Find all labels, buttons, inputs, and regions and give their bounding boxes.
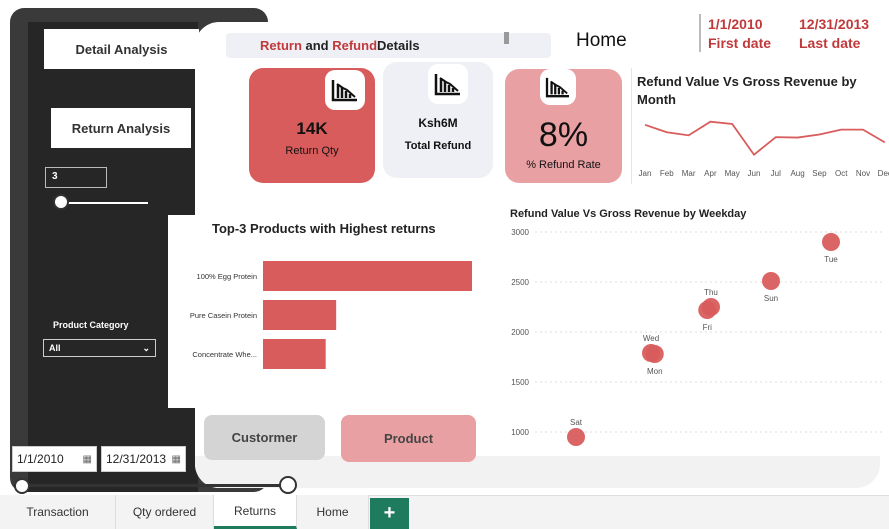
tab-returns[interactable]: Returns [214,495,297,529]
title-details: Details [377,38,420,53]
product-category-select[interactable]: All ⌄ [43,339,156,357]
date-divider [699,14,701,52]
month-tick-label: Aug [790,169,804,178]
tab-home[interactable]: Home [297,495,369,529]
month-tick-label: Jun [748,169,761,178]
start-date-text: 1/1/2010 [17,452,64,466]
point-label: Mon [647,367,663,376]
weekday-point [762,272,780,290]
title-refund: Refund [332,38,378,53]
month-tick-label: Jul [771,169,781,178]
add-page-button[interactable]: + [370,498,409,529]
product-label: Pure Casein Protein [190,311,257,320]
point-label: Wed [643,334,659,343]
end-date-text: 12/31/2013 [106,452,167,466]
calendar-icon[interactable]: ▦ [82,453,92,465]
month-tick-label: Feb [660,169,674,178]
title-and: and [301,38,333,53]
top-n-slider-handle[interactable] [53,194,69,210]
product-bar [263,300,337,330]
product-label: Concentrate Whe... [192,350,257,359]
calendar-icon[interactable]: ▦ [171,453,181,465]
y-tick-label: 3000 [511,228,529,237]
refund-rate-label: % Refund Rate [526,159,601,171]
refund-rate-value: 8% [538,116,589,154]
product-label: 100% Egg Protein [197,272,257,281]
point-label: Tue [824,255,838,264]
end-date-input[interactable]: 12/31/2013 ▦ [101,446,186,472]
date-range-slider-track[interactable] [22,484,288,487]
start-date-input[interactable]: 1/1/2010 ▦ [12,446,97,472]
weekday-chart-title: Refund Value Vs Gross Revenue by Weekday [510,208,747,220]
chevron-down-icon: ⌄ [142,342,150,353]
product-category-label: Product Category [53,320,129,330]
total-refund-value: Ksh6M [418,116,458,130]
point-label: Thu [704,288,718,297]
monthly-series-line [644,120,886,157]
chart-down-icon [325,70,365,110]
monthly-line-chart: Jan Feb Mar Apr May Jun Jul Aug Sep Oct Nov Dec [639,120,889,178]
weekday-point [645,345,664,363]
chart-down-icon [428,64,468,104]
top-n-input[interactable]: 3 [45,167,107,188]
y-tick-label: 1500 [511,378,529,387]
weekday-point [702,298,720,316]
product-bar [263,261,472,291]
point-label: Sun [764,294,778,303]
date-range-slider-end-handle[interactable] [279,476,297,494]
y-tick-label: 1000 [511,428,529,437]
kpi-card-total-refund[interactable]: Ksh6M Total Refund [383,62,493,178]
end-date-value: 12/31/2013 [799,16,870,32]
main-panel-footer [195,456,880,488]
monthly-chart-title: Refund Value Vs Gross Revenue by Month [637,74,857,107]
product-category-value: All [49,343,61,353]
month-tick-label: Nov [856,169,870,178]
month-tick-label: Mar [682,169,696,178]
month-tick-label: Apr [704,169,717,178]
y-tick-label: 2500 [511,278,529,287]
total-refund-label: Total Refund [404,140,472,152]
top-products-bar-chart: 100% Egg Protein Pure Casein Protein Conce… [190,261,472,369]
month-tick-label: Oct [835,169,848,178]
last-date-label: Last date [799,35,861,51]
kpi-card-refund-rate[interactable]: 8% % Refund Rate [505,69,622,183]
tab-transaction[interactable]: Transaction [0,495,116,529]
tab-qty-ordered[interactable]: Qty ordered [116,495,214,529]
scroll-indicator [504,32,509,44]
product-bar [263,339,326,369]
return-qty-label: Return Qty [285,145,339,157]
date-range-slider-start-handle[interactable] [14,478,30,494]
month-tick-label: May [725,169,740,178]
weekday-point [567,428,585,446]
point-label: Fri [703,323,713,332]
start-date-value: 1/1/2010 [708,16,763,32]
weekday-point [822,233,840,251]
chart-down-icon [540,69,576,105]
page-header-bar: Return and Refund Details [226,33,551,58]
return-analysis-button[interactable]: Return Analysis [51,108,191,148]
point-label: Sat [570,418,583,427]
product-button[interactable]: Product [341,415,476,462]
page-title: Home [576,30,627,51]
month-tick-label: Dec [878,169,889,178]
month-tick-label: Sep [812,169,827,178]
title-return: Return [260,38,302,53]
detail-analysis-button[interactable]: Detail Analysis [44,29,199,69]
month-tick-label: Jan [639,169,652,178]
return-qty-value: 14K [296,119,328,138]
kpi-card-return-qty[interactable]: 14K Return Qty [249,68,375,183]
top-products-title: Top-3 Products with Highest returns [212,221,436,236]
top-n-slider-track[interactable] [60,202,148,204]
first-date-label: First date [708,35,772,51]
y-tick-label: 2000 [511,328,529,337]
weekday-scatter-chart: 1000 1500 2000 2500 3000 Sat Wed Mon Fri Thu Sun Tu… [511,228,885,446]
customer-button[interactable]: Custormer [204,415,325,460]
monthly-chart-panel [631,68,889,184]
